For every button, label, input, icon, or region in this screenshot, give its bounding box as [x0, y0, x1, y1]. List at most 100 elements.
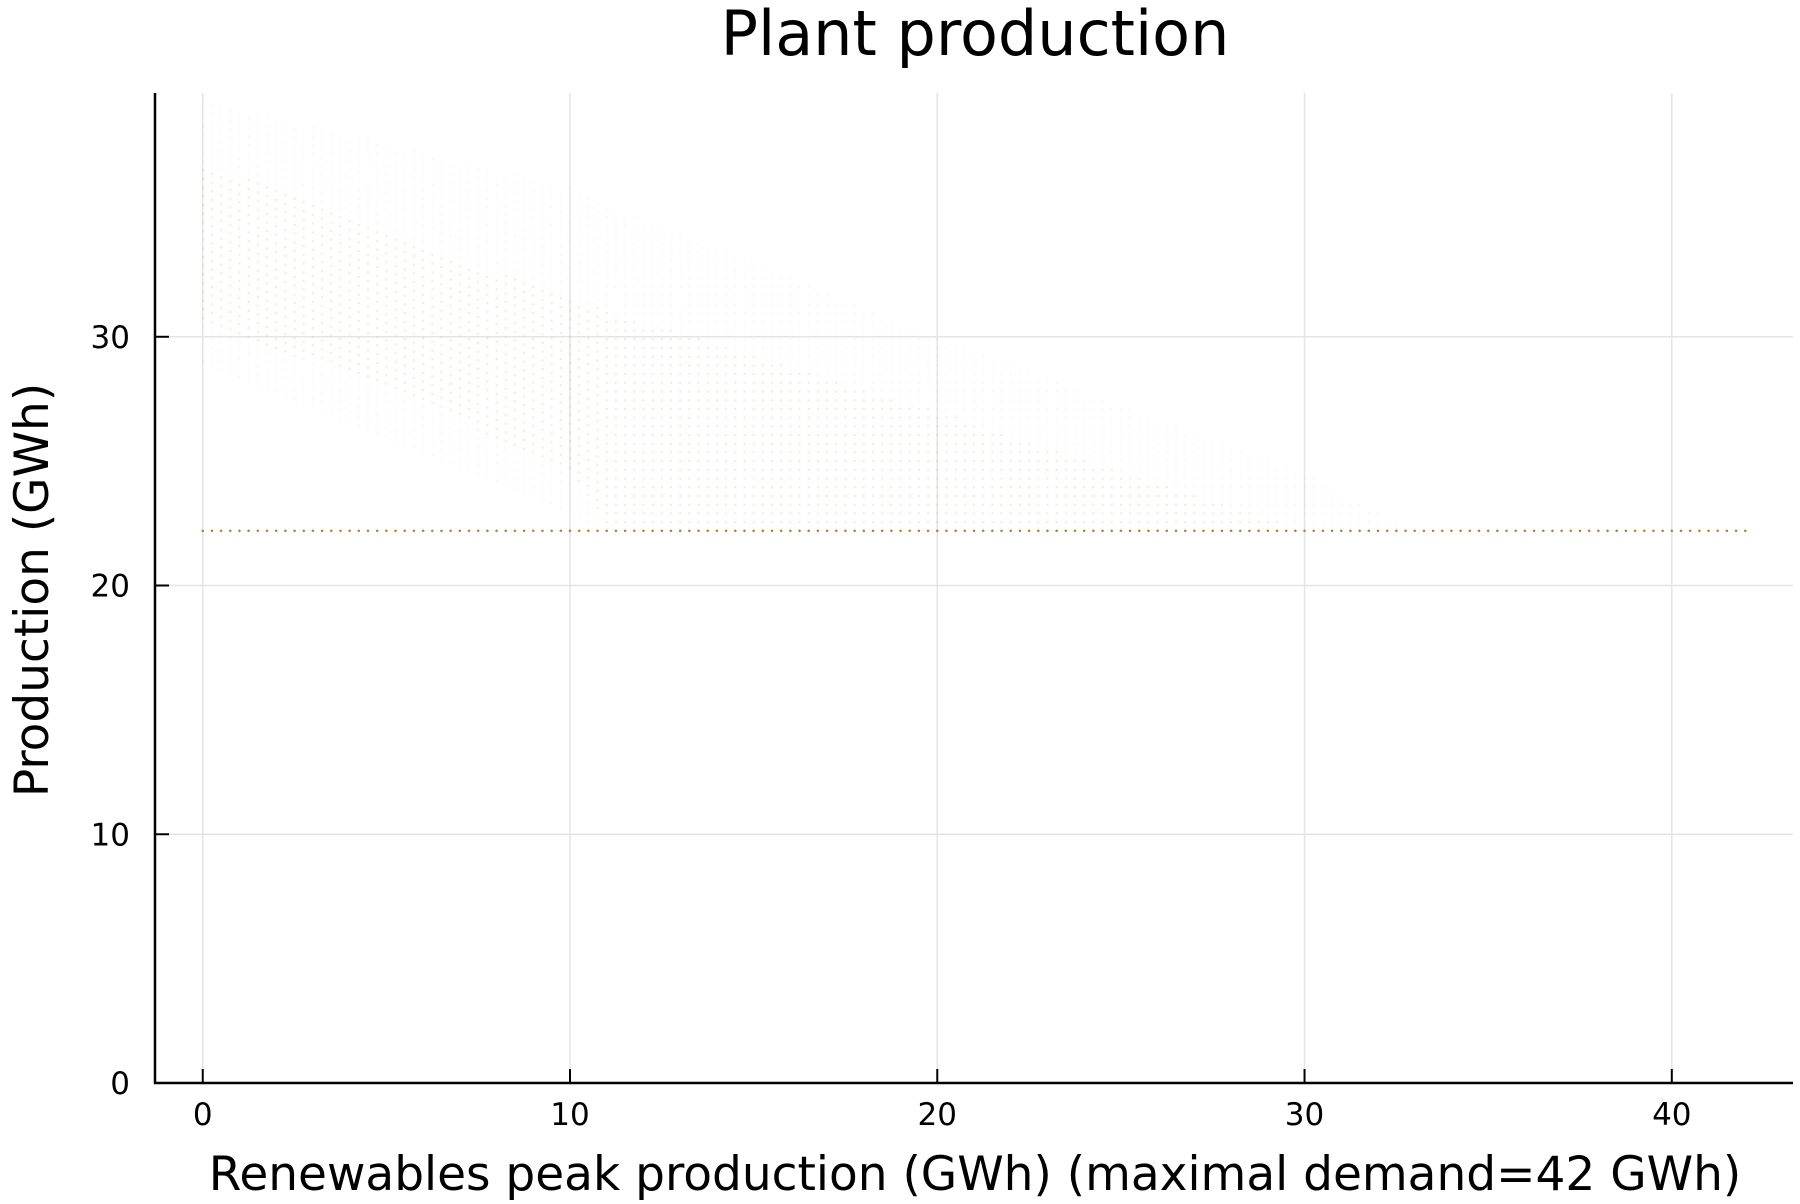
- data-point: [449, 374, 452, 377]
- data-point: [623, 381, 627, 384]
- data-point: [1285, 486, 1288, 489]
- data-point: [1037, 416, 1040, 419]
- data-point: [412, 315, 416, 318]
- data-point: [412, 333, 416, 336]
- data-point: [825, 320, 829, 323]
- data-point: [1027, 390, 1031, 393]
- data-point: [376, 387, 379, 391]
- data-point: [568, 414, 572, 417]
- data-point: [825, 372, 829, 376]
- data-point: [853, 425, 856, 428]
- data-point: [449, 182, 452, 185]
- data-point: [1064, 503, 1067, 506]
- data-point: [816, 320, 820, 323]
- data-point: [1128, 477, 1132, 480]
- data-point: [1220, 486, 1224, 489]
- data-point: [899, 355, 902, 358]
- data-point: [275, 251, 278, 254]
- data-point: [908, 346, 911, 350]
- data-point: [550, 328, 553, 331]
- data-point: [385, 261, 388, 264]
- data-point: [1156, 494, 1159, 498]
- data-point: [412, 185, 416, 188]
- chart-title: Plant production: [721, 0, 1230, 70]
- data-point: [642, 416, 645, 419]
- data-point: [339, 190, 342, 193]
- data-point: [1000, 503, 1003, 506]
- data-point: [651, 399, 654, 402]
- data-point: [743, 294, 746, 297]
- data-point: [789, 477, 792, 480]
- data-point: [871, 372, 875, 376]
- data-point: [1073, 442, 1077, 445]
- data-point: [651, 303, 654, 306]
- data-point: [550, 529, 553, 533]
- data-point: [339, 146, 342, 149]
- data-point: [1376, 512, 1380, 515]
- data-point: [789, 355, 792, 358]
- data-point: [578, 323, 581, 326]
- data-point: [376, 396, 379, 399]
- data-point: [1523, 529, 1527, 533]
- data-point: [210, 111, 214, 114]
- data-point: [688, 494, 691, 498]
- data-point: [679, 233, 682, 236]
- data-point: [275, 294, 278, 297]
- data-point: [679, 303, 682, 306]
- data-point: [752, 416, 755, 419]
- data-point: [568, 248, 572, 251]
- data-point: [734, 416, 737, 419]
- data-point: [477, 185, 480, 188]
- data-point: [844, 460, 847, 463]
- data-point: [587, 258, 590, 261]
- data-point: [623, 329, 627, 332]
- data-point: [587, 302, 590, 305]
- data-point: [229, 162, 232, 165]
- data-point: [1202, 520, 1205, 524]
- data-point: [651, 224, 654, 228]
- data-point: [229, 258, 232, 261]
- data-point: [1202, 477, 1205, 480]
- data-point: [458, 386, 461, 389]
- data-point: [706, 312, 709, 315]
- data-point: [936, 503, 939, 506]
- data-point: [623, 294, 627, 297]
- data-point: [321, 391, 324, 394]
- data-point: [982, 407, 985, 411]
- data-point: [688, 503, 691, 506]
- data-point: [541, 315, 544, 318]
- data-point: [954, 486, 957, 489]
- data-point: [651, 251, 654, 254]
- data-point: [899, 407, 902, 411]
- data-point: [412, 446, 416, 449]
- data-point: [871, 486, 875, 489]
- data-point: [1532, 529, 1536, 533]
- data-point: [642, 338, 645, 341]
- data-point: [321, 313, 324, 316]
- data-point: [523, 447, 526, 450]
- data-point: [541, 446, 544, 449]
- data-point: [798, 477, 801, 480]
- data-point: [936, 468, 939, 471]
- data-point: [816, 407, 820, 411]
- data-point: [1000, 468, 1003, 471]
- data-point: [871, 390, 875, 393]
- data-point: [660, 520, 663, 524]
- data-point: [734, 399, 737, 402]
- data-point: [936, 364, 939, 367]
- data-point: [633, 346, 636, 350]
- data-point: [1257, 529, 1260, 533]
- data-point: [523, 238, 526, 241]
- data-point: [311, 292, 315, 295]
- data-point: [1285, 477, 1288, 480]
- data-point: [899, 529, 902, 533]
- data-point: [917, 451, 921, 454]
- data-point: [614, 399, 618, 402]
- data-point: [275, 129, 278, 132]
- data-point: [780, 285, 783, 289]
- data-point: [210, 251, 214, 254]
- data-point: [1119, 512, 1123, 515]
- data-point: [302, 262, 305, 265]
- data-point: [688, 338, 691, 341]
- data-point: [229, 302, 232, 305]
